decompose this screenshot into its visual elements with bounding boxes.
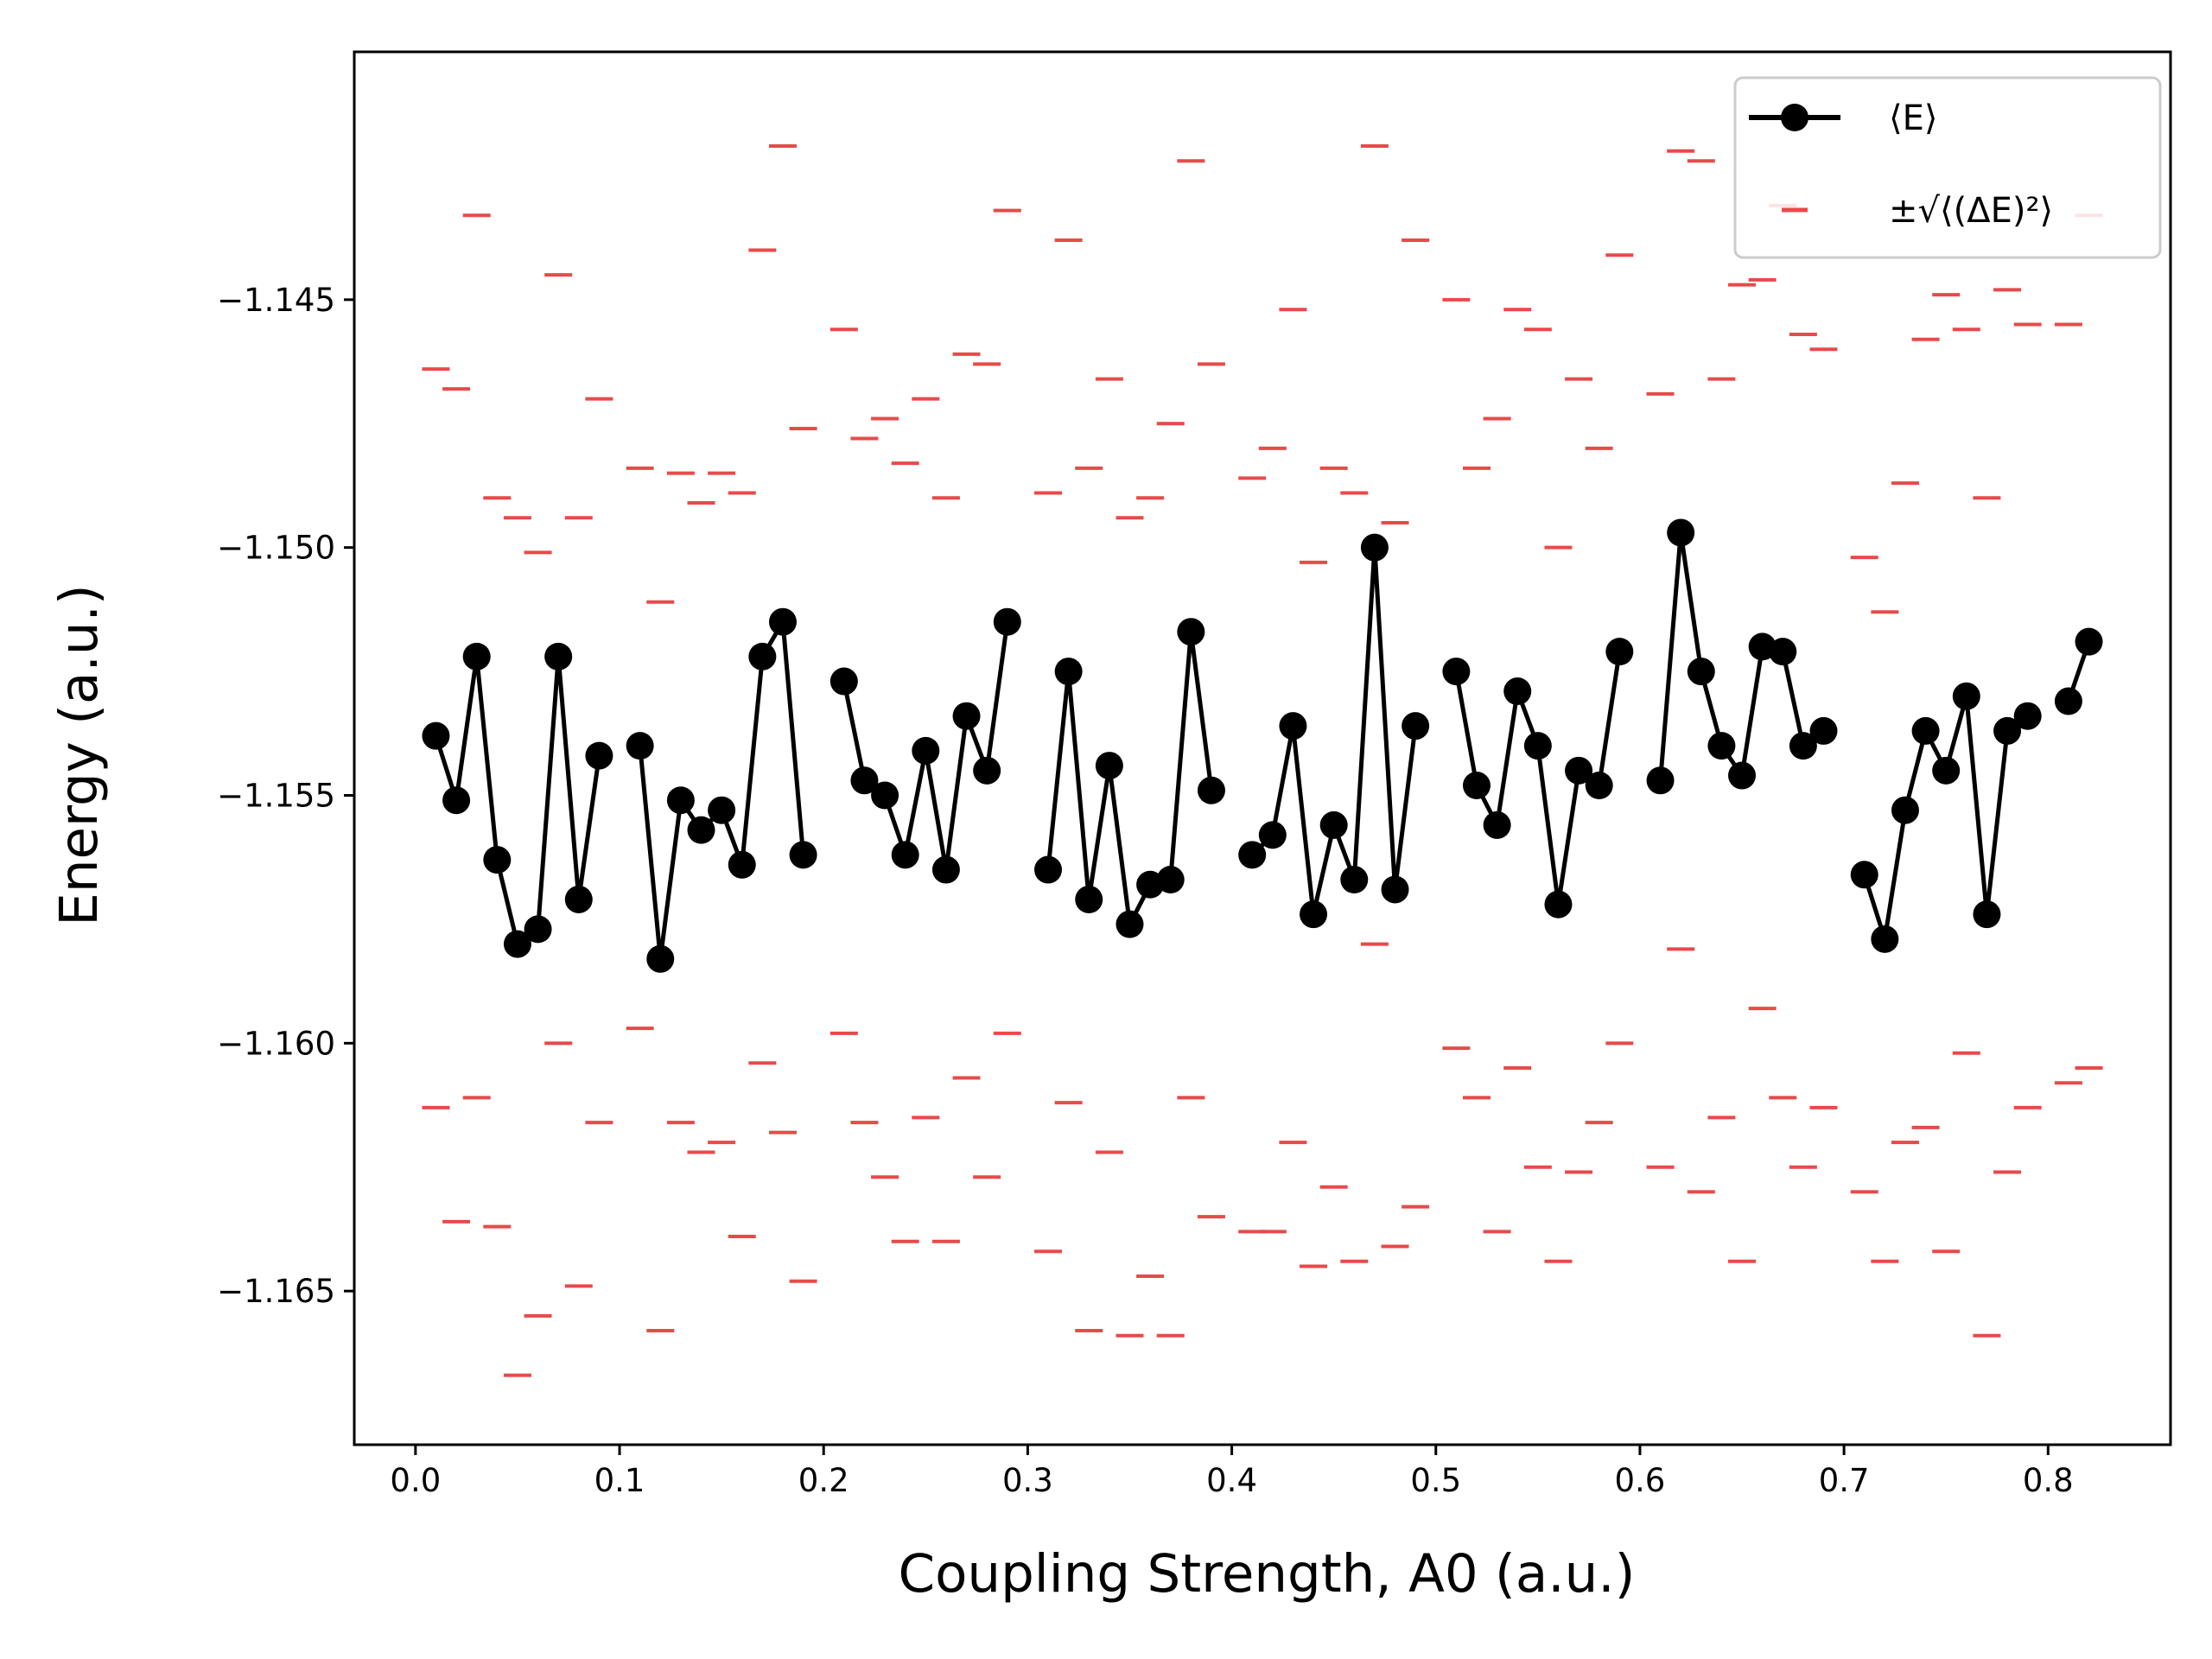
mean-energy-point [646, 944, 675, 973]
x-axis-title: Coupling Strength, A0 (a.u.) [899, 1543, 1636, 1605]
mean-energy-point [1728, 761, 1757, 790]
mean-energy-point [1319, 810, 1348, 839]
mean-energy-point [1993, 716, 2022, 745]
mean-energy-point [850, 766, 879, 795]
x-tick-label: 0.6 [1615, 1462, 1666, 1499]
mean-energy-point [462, 642, 491, 671]
legend-std-label: ±√⟨(ΔE)²⟩ [1889, 191, 2053, 231]
mean-energy-point [1034, 855, 1063, 884]
mean-energy-point [1544, 890, 1573, 918]
mean-energy-point [871, 781, 899, 810]
y-axis-title: Energy (a.u.) [48, 584, 110, 925]
mean-energy-point [891, 841, 919, 869]
x-tick-label: 0.2 [798, 1462, 849, 1499]
y-tick-label: −1.165 [217, 1273, 335, 1310]
mean-energy-point [1402, 712, 1430, 741]
mean-energy-point [1238, 841, 1267, 869]
mean-energy-point [1095, 752, 1123, 780]
mean-energy-point [1075, 885, 1103, 913]
mean-energy-point [1769, 638, 1797, 666]
mean-energy-point [1279, 712, 1307, 741]
mean-energy-point [1952, 682, 1980, 710]
mean-energy-point [1177, 618, 1205, 646]
mean-energy-point [1891, 796, 1919, 824]
mean-energy-point [728, 850, 756, 879]
mean-energy-point [585, 741, 613, 770]
mean-energy-point [1871, 925, 1899, 953]
mean-energy-point [1462, 772, 1491, 800]
mean-energy-point [483, 846, 512, 874]
mean-energy-point [503, 930, 531, 958]
legend-mean-label: ⟨E⟩ [1889, 99, 1937, 138]
mean-energy-point [442, 786, 471, 815]
x-tick-label: 0.4 [1206, 1462, 1257, 1499]
mean-energy-point [1523, 732, 1552, 760]
mean-energy-point [931, 855, 960, 884]
series-layer [422, 143, 2103, 1377]
mean-energy-point [952, 702, 981, 730]
mean-energy-point [1340, 866, 1369, 894]
mean-energy-point [1156, 866, 1185, 894]
mean-energy-point [2054, 687, 2082, 715]
mean-energy-point [687, 816, 715, 844]
mean-energy-point [1258, 821, 1287, 849]
mean-energy-point [1483, 810, 1511, 839]
y-tick-label: −1.145 [217, 282, 335, 319]
x-tick-label: 0.7 [1819, 1462, 1870, 1499]
mean-energy-point [626, 732, 654, 760]
mean-energy-point [1381, 875, 1409, 904]
mean-energy-point [768, 607, 797, 636]
mean-energy-point [544, 642, 573, 671]
x-tick-label: 0.8 [2023, 1462, 2074, 1499]
mean-energy-point [2075, 627, 2103, 656]
mean-energy-point [973, 756, 1001, 785]
mean-energy-point [422, 721, 450, 750]
mean-energy-point [1054, 658, 1083, 686]
mean-energy-point [524, 915, 552, 944]
mean-energy-point [708, 796, 736, 824]
mean-energy-point [1932, 756, 1961, 785]
legend-mean-marker [1781, 104, 1808, 131]
mean-energy-point [1809, 716, 1838, 745]
y-tick-label: −1.150 [217, 530, 335, 567]
mean-energy-point [1360, 533, 1389, 562]
mean-energy-point [1850, 861, 1878, 889]
mean-energy-point [1646, 766, 1675, 795]
mean-energy-point [1565, 756, 1593, 785]
mean-energy-point [1605, 638, 1634, 666]
mean-energy-point [1116, 910, 1144, 938]
mean-energy-point [1667, 518, 1695, 547]
mean-energy-point [789, 841, 817, 869]
mean-energy-point [1197, 776, 1225, 804]
mean-energy-point [1503, 677, 1532, 706]
legend: ⟨E⟩ ±√⟨(ΔE)²⟩ [1733, 76, 2162, 259]
mean-energy-point [666, 786, 695, 815]
mean-energy-point [1973, 900, 2001, 929]
mean-energy-point [1707, 732, 1736, 760]
mean-energy-point [1789, 732, 1817, 760]
x-tick-label: 0.1 [594, 1462, 645, 1499]
mean-energy-point [993, 607, 1021, 636]
x-tick-label: 0.5 [1410, 1462, 1461, 1499]
y-tick-label: −1.155 [217, 777, 335, 814]
plot-area [353, 50, 2172, 1446]
ticks-layer: 0.0 0.1 0.2 0.3 0.4 0.5 0.6 0.7 0.8 −1.145 −1.150 −… [217, 282, 2074, 1499]
x-tick-label: 0.3 [1002, 1462, 1053, 1499]
mean-energy-point [1911, 716, 1940, 745]
mean-energy-point [1442, 658, 1471, 686]
mean-energy-point [564, 885, 593, 913]
mean-energy-point [1585, 772, 1613, 800]
x-tick-label: 0.0 [390, 1462, 441, 1499]
mean-energy-point [1300, 900, 1328, 929]
mean-energy-point [2013, 702, 2042, 730]
axes-frame [353, 50, 2172, 1446]
mean-energy-point [830, 667, 858, 696]
mean-energy-point [1687, 658, 1715, 686]
mean-energy-point [748, 642, 777, 671]
legend-box [1733, 76, 2162, 259]
mean-energy-point [912, 736, 940, 765]
y-tick-label: −1.160 [217, 1025, 335, 1062]
